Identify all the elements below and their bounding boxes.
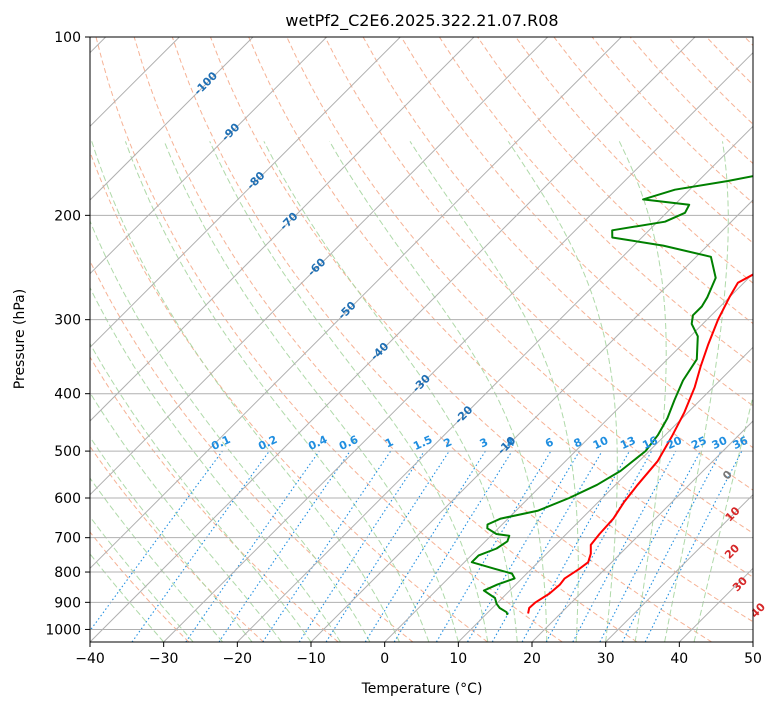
dry-adiabat <box>90 531 190 642</box>
mixing-ratio-label: 25 <box>689 434 708 452</box>
chart-title: wetPf2_C2E6.2025.322.21.07.R08 <box>285 11 558 31</box>
isotherm-line <box>90 37 475 422</box>
isotherm-line <box>90 37 254 201</box>
y-axis-label: Pressure (hPa) <box>12 289 28 389</box>
x-tick-label: 50 <box>744 651 762 667</box>
isotherms <box>90 37 753 642</box>
temperature-profile <box>527 273 753 614</box>
dry-adiabat <box>90 356 339 642</box>
y-tick-label: 600 <box>54 491 81 507</box>
dry-adiabat <box>400 37 753 407</box>
mixing-ratio-line <box>521 450 630 642</box>
mixing-ratio-line <box>90 450 223 632</box>
y-tick-label: 500 <box>54 444 81 460</box>
x-tick-label: −10 <box>296 651 326 667</box>
mixing-ratio-line <box>572 450 677 642</box>
profiles <box>470 175 753 616</box>
x-tick-label: −20 <box>223 651 253 667</box>
dry-adiabat <box>90 150 488 642</box>
x-tick-label: 10 <box>449 651 467 667</box>
x-tick-label: 30 <box>597 651 615 667</box>
mixing-ratio-line <box>393 450 513 642</box>
isotherm-line <box>310 199 753 642</box>
isotherm-line <box>90 37 622 570</box>
mixing-ratio-line <box>644 450 743 642</box>
dry-adiabat <box>248 37 753 578</box>
isotherm-line <box>90 37 696 642</box>
mixing-ratio-label: 10 <box>591 434 611 452</box>
dry-adiabat <box>210 37 753 623</box>
y-tick-label: 300 <box>54 313 81 329</box>
x-axis-label: Temperature (°C) <box>361 681 483 697</box>
mixing-ratio-label: 20 <box>665 434 685 452</box>
dry-adiabat <box>90 445 264 642</box>
dry-adiabat <box>171 37 712 642</box>
x-tick-label: 40 <box>670 651 688 667</box>
mixing-ratio-lines <box>90 450 743 642</box>
y-tick-label: 100 <box>54 30 81 46</box>
isotherm-line <box>236 125 753 642</box>
dry-adiabat <box>133 37 638 642</box>
mixing-ratio-line <box>262 450 392 642</box>
dry-adiabat <box>324 37 753 491</box>
mixing-ratio-line <box>298 450 425 642</box>
x-tick-label: 0 <box>380 651 389 667</box>
mixing-ratio-label: 13 <box>618 434 637 452</box>
isotherm-line <box>90 37 401 349</box>
mixing-ratio-line <box>545 450 653 642</box>
isotherm-line <box>605 493 753 642</box>
isotherm-line <box>90 37 549 496</box>
y-tick-label: 700 <box>54 531 81 547</box>
mixing-ratio-line <box>325 450 450 642</box>
isotherm-line <box>531 420 753 642</box>
mixing-ratio-line <box>185 450 320 642</box>
y-tick-label: 800 <box>54 565 81 581</box>
isotherm-line <box>457 346 753 642</box>
dry-adiabat <box>95 37 563 642</box>
pressure-grid <box>90 37 753 630</box>
mixing-ratio-line <box>131 450 270 642</box>
plot-frame <box>89 36 754 643</box>
y-tick-label: 900 <box>54 595 81 611</box>
y-tick-label: 400 <box>54 387 81 403</box>
isotherm-line <box>90 37 328 275</box>
x-axis: −40 −30 −20 −10 0 10 20 30 40 50 <box>75 642 762 667</box>
mixing-ratio-label: 30 <box>710 434 730 452</box>
y-tick-label: 1000 <box>45 622 81 638</box>
isotherm-line <box>752 641 753 642</box>
dry-adiabat <box>515 37 753 284</box>
dewpoint-profile <box>470 175 753 616</box>
isotherm-line <box>163 51 753 642</box>
dry-adiabat <box>438 37 753 366</box>
mixing-ratio-label: 36 <box>731 434 751 452</box>
plot-area <box>90 37 753 642</box>
dry-adiabats <box>90 37 753 642</box>
isotherm-line <box>384 272 753 642</box>
x-tick-label: −40 <box>75 651 105 667</box>
x-tick-label: −30 <box>149 651 179 667</box>
mixing-ratio-line <box>218 450 351 642</box>
mixing-ratio-label: 16 <box>640 434 660 452</box>
x-tick-label: 20 <box>523 651 541 667</box>
y-axis: 100 200 300 400 500 600 700 800 900 1000 <box>45 30 90 638</box>
y-tick-label: 200 <box>54 208 81 224</box>
